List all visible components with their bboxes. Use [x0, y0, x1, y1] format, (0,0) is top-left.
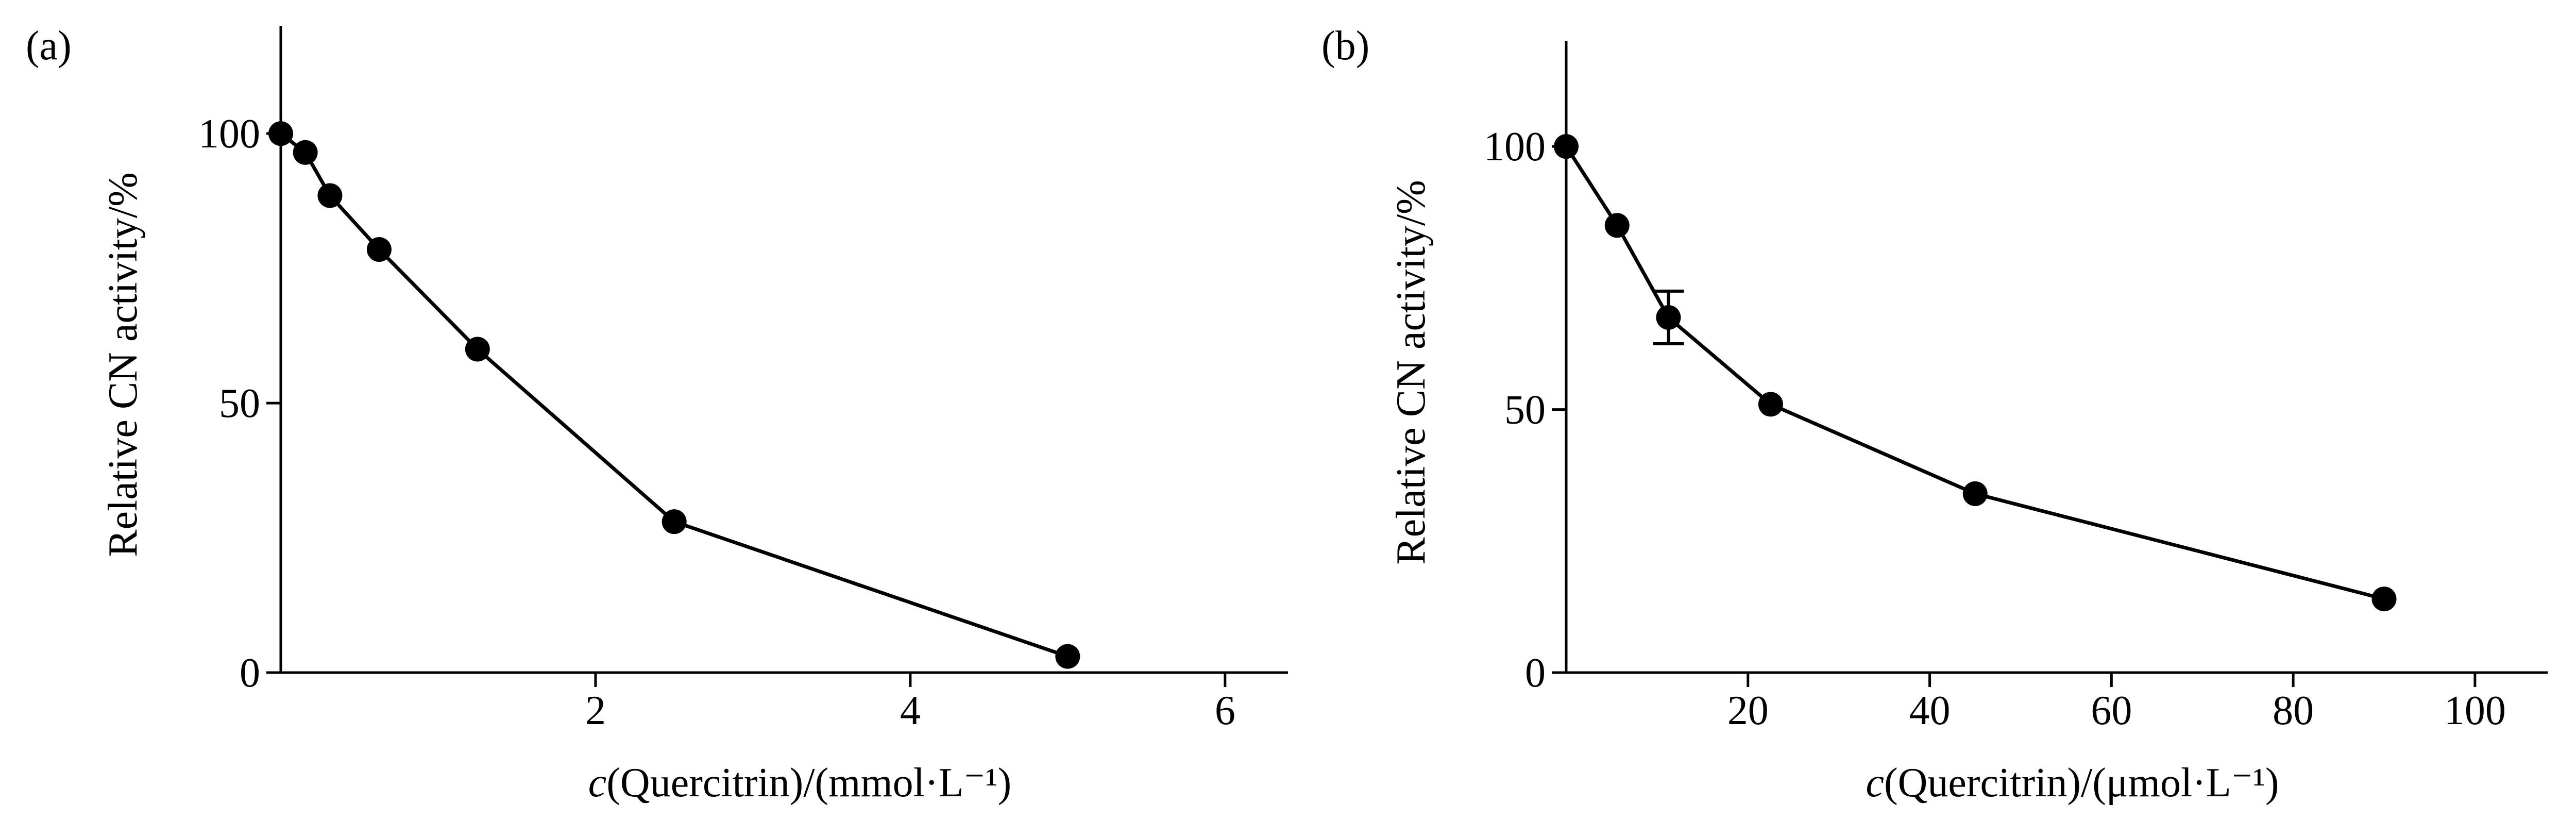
- y-axis-title: Relative CN activity/%: [1388, 180, 1434, 564]
- x-axis-title: c(Quercitrin)/(mmol·L⁻¹): [588, 760, 1011, 806]
- panel-label: (b): [1321, 23, 1369, 69]
- x-tick-label: 60: [2091, 688, 2132, 733]
- data-point: [366, 237, 392, 262]
- x-tick-label: 6: [1215, 688, 1235, 733]
- y-tick-label: 0: [1525, 650, 1546, 696]
- x-axis-title-text: (Quercitrin)/(mmol·L⁻¹): [606, 760, 1011, 806]
- x-tick-label: 2: [585, 688, 606, 733]
- data-point: [1055, 644, 1080, 669]
- x-tick-label: 4: [900, 688, 921, 733]
- x-axis-title-variable: c: [1866, 760, 1884, 806]
- x-axis-title: c(Quercitrin)/(μmol·L⁻¹): [1866, 760, 2279, 806]
- series-line: [279, 132, 1069, 658]
- data-point: [317, 183, 343, 208]
- panel-a: (a) 0 50 100 2 4 6 Relative CN activity/% c(Quer…: [26, 23, 1288, 806]
- data-point: [293, 140, 318, 165]
- data-point: [1758, 392, 1783, 417]
- data-point: [1554, 134, 1579, 159]
- panel-b: (b) 0 50 100 20 40 60 80 100 Relative CN activity…: [1321, 23, 2548, 806]
- data-point: [268, 121, 293, 146]
- x-tick-label: 100: [2444, 688, 2506, 733]
- x-tick-label: 80: [2273, 688, 2314, 733]
- y-tick-label: 50: [1504, 388, 1546, 433]
- y-axis-title: Relative CN activity/%: [100, 172, 146, 557]
- y-tick-label: 0: [240, 650, 260, 696]
- data-point: [662, 509, 687, 534]
- x-tick-label: 20: [1727, 688, 1769, 733]
- y-tick-label: 100: [1484, 124, 1546, 170]
- data-point: [1962, 481, 1988, 506]
- data-point: [465, 337, 490, 362]
- data-point: [1656, 305, 1681, 330]
- x-axis-title-text: (Quercitrin)/(μmol·L⁻¹): [1884, 760, 2279, 806]
- x-axis-title-variable: c: [588, 760, 607, 806]
- data-point: [1604, 213, 1630, 238]
- y-tick-label: 100: [198, 111, 260, 157]
- x-tick-label: 40: [1909, 688, 1951, 733]
- panel-label: (a): [26, 23, 72, 69]
- series-line: [1565, 145, 2385, 601]
- y-tick-label: 50: [219, 381, 260, 426]
- data-point: [2371, 587, 2397, 612]
